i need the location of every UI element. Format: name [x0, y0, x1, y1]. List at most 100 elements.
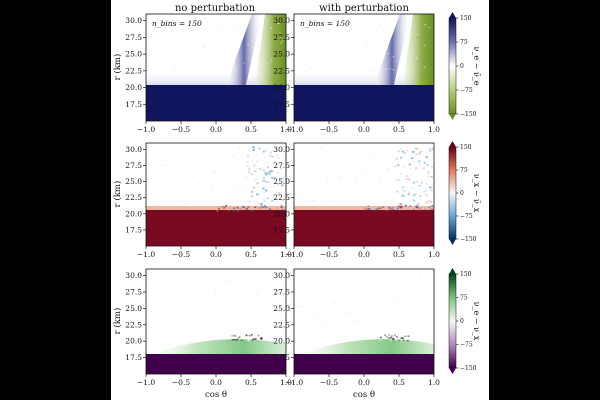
- noise-speck: [402, 195, 406, 197]
- noise-speck: [187, 28, 190, 30]
- y-tick-label: 30.0: [125, 145, 142, 154]
- noise-speck: [362, 198, 364, 200]
- noise-speck: [240, 339, 243, 342]
- noise-speck: [322, 323, 325, 325]
- noise-speck: [415, 167, 418, 170]
- noise-speck: [260, 205, 263, 207]
- noise-speck: [263, 205, 266, 207]
- noise-speck: [245, 208, 248, 211]
- noise-speck: [239, 188, 242, 191]
- noise-speck: [266, 163, 269, 166]
- noise-speck: [235, 335, 237, 337]
- noise-speck: [263, 200, 266, 202]
- x-tick-label: −0.5: [172, 378, 190, 387]
- noise-speck: [263, 206, 266, 208]
- noise-speck: [261, 206, 264, 209]
- noise-speck: [310, 203, 312, 205]
- noise-speck: [263, 180, 266, 183]
- noise-speck: [425, 156, 428, 159]
- noise-speck: [392, 209, 395, 211]
- noise-speck: [281, 40, 284, 42]
- noise-speck: [184, 26, 187, 29]
- noise-speck: [365, 172, 367, 174]
- noise-speck: [279, 151, 281, 153]
- noise-speck: [417, 302, 419, 304]
- noise-speck: [377, 47, 379, 49]
- noise-speck: [322, 192, 324, 194]
- noise-speck: [348, 276, 350, 278]
- noise-speck: [319, 65, 321, 67]
- noise-speck: [383, 205, 385, 207]
- noise-speck: [312, 200, 314, 202]
- noise-speck: [415, 181, 418, 183]
- noise-speck: [388, 184, 390, 186]
- noise-speck: [246, 23, 249, 25]
- noise-speck: [327, 182, 330, 184]
- noise-speck: [276, 184, 280, 186]
- noise-speck: [281, 292, 283, 294]
- noise-speck: [271, 176, 274, 179]
- noise-speck: [352, 161, 354, 163]
- y-tick-label: 20.0: [125, 83, 142, 92]
- noise-speck: [399, 148, 402, 150]
- x-tick-label: 0.5: [245, 378, 257, 387]
- y-tick-label: 22.5: [273, 320, 290, 329]
- noise-speck: [343, 148, 345, 150]
- colorbar-tick-label: 0: [460, 63, 464, 70]
- noise-speck: [413, 26, 416, 28]
- noise-speck: [212, 53, 214, 55]
- noise-speck: [393, 335, 396, 338]
- noise-speck: [201, 197, 203, 199]
- noise-speck: [280, 310, 282, 312]
- noise-speck: [266, 172, 269, 174]
- noise-speck: [363, 150, 366, 152]
- noise-speck: [363, 51, 365, 54]
- noise-speck: [231, 155, 234, 157]
- noise-speck: [256, 182, 259, 185]
- y-tick-label: 25.0: [273, 177, 290, 186]
- noise-speck: [430, 166, 434, 169]
- noise-speck: [395, 179, 398, 182]
- noise-speck: [407, 335, 410, 337]
- noise-speck: [204, 153, 207, 155]
- noise-speck: [307, 326, 309, 328]
- noise-speck: [400, 27, 403, 30]
- noise-speck: [279, 204, 282, 206]
- noise-speck: [407, 193, 410, 196]
- noise-speck: [161, 159, 163, 161]
- noise-speck: [276, 171, 279, 174]
- noise-speck: [259, 336, 262, 338]
- noise-speck: [311, 61, 313, 63]
- noise-speck: [414, 147, 417, 150]
- noise-speck: [164, 27, 166, 29]
- noise-speck: [246, 176, 249, 178]
- noise-speck: [195, 18, 197, 20]
- noise-speck: [271, 150, 274, 153]
- noise-speck: [408, 163, 411, 166]
- noise-speck: [422, 190, 425, 193]
- noise-speck: [418, 208, 421, 211]
- noise-speck: [267, 19, 270, 21]
- noise-speck: [361, 300, 364, 302]
- noise-speck: [400, 337, 403, 339]
- panel-row1-right: n_bins = 150: [293, 13, 435, 122]
- nbins-label: n_bins = 150: [152, 19, 202, 28]
- noise-speck: [183, 288, 185, 290]
- noise-speck: [402, 165, 406, 168]
- noise-speck: [246, 165, 249, 167]
- noise-speck: [206, 20, 208, 22]
- speckle-layer: [148, 17, 435, 342]
- noise-speck: [351, 199, 353, 201]
- noise-speck: [428, 206, 431, 209]
- noise-speck: [217, 66, 219, 68]
- noise-speck: [159, 292, 162, 294]
- noise-speck: [397, 164, 400, 167]
- noise-speck: [404, 335, 407, 338]
- noise-speck: [247, 206, 250, 208]
- y-tick-label: 22.5: [273, 193, 290, 202]
- panel-row2-right: [293, 142, 435, 247]
- noise-speck: [400, 297, 402, 299]
- noise-speck: [375, 70, 377, 73]
- noise-speck: [427, 147, 430, 150]
- noise-speck: [262, 187, 265, 190]
